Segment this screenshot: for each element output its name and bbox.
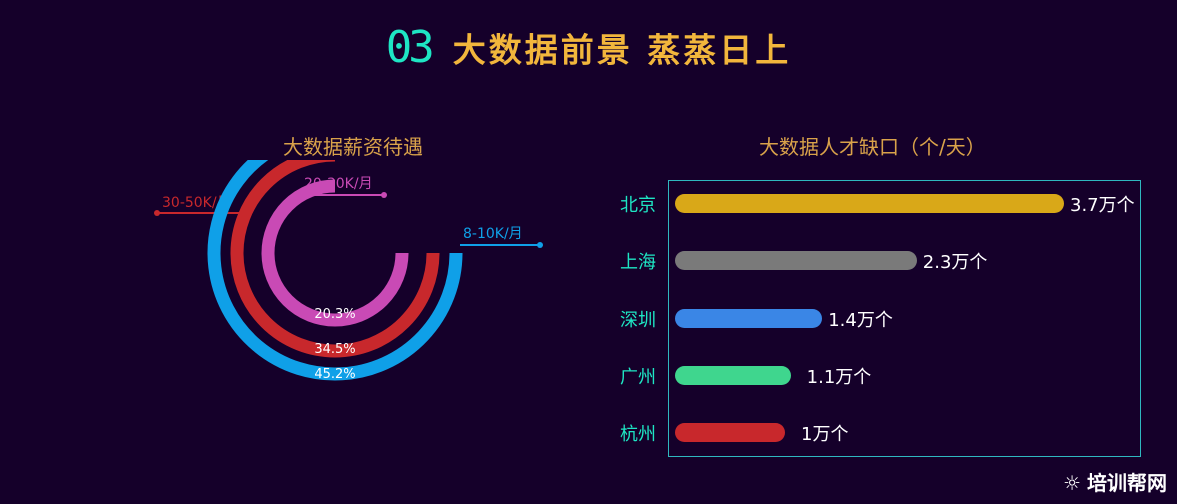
ring-arc-1 bbox=[261, 179, 409, 327]
talent-gap-chart-title: 大数据人才缺口（个/天） bbox=[759, 135, 986, 159]
page-heading: 03 大数据前景 蒸蒸日上 bbox=[0, 22, 1177, 73]
bar bbox=[675, 194, 1064, 213]
ring-value-label: 20.3% bbox=[314, 307, 355, 322]
bar bbox=[675, 423, 785, 442]
bar-category-label: 深圳 bbox=[620, 310, 656, 331]
ring-value-label: 45.2% bbox=[314, 367, 355, 382]
bar-category-label: 广州 bbox=[620, 367, 656, 388]
ring-legend-label: 20-30K/月 bbox=[304, 176, 373, 192]
salary-chart-title: 大数据薪资待遇 bbox=[283, 135, 423, 159]
salary-ring-chart: 20.3% 20-30K/月 34.5% 30-50K/月 45.2% 8-10K/月 bbox=[154, 160, 543, 382]
talent-gap-chart-frame bbox=[668, 180, 1141, 457]
watermark-text: 培训帮网 bbox=[1087, 471, 1167, 495]
bar bbox=[675, 309, 823, 328]
watermark: ☼ 培训帮网 bbox=[1063, 467, 1167, 496]
ring-value-label: 34.5% bbox=[314, 342, 355, 357]
bar-category-label: 杭州 bbox=[620, 424, 656, 445]
bar-value-label: 3.7万个 bbox=[1070, 195, 1135, 216]
bar-value-label: 2.3万个 bbox=[922, 252, 988, 273]
ring-arc-3 bbox=[207, 160, 463, 381]
bar-value-label: 1.1万个 bbox=[806, 367, 872, 388]
ring-legend-dot bbox=[381, 192, 387, 198]
ring-legend-dot bbox=[154, 210, 160, 216]
bar bbox=[675, 251, 917, 270]
bar-category-label: 上海 bbox=[620, 252, 656, 273]
bar bbox=[675, 366, 791, 385]
ring-legend-dot bbox=[537, 242, 543, 248]
ring-arc-2 bbox=[230, 160, 440, 358]
page-title: 大数据前景 蒸蒸日上 bbox=[452, 30, 792, 70]
section-number: 03 bbox=[385, 22, 435, 73]
bar-value-label: 1.4万个 bbox=[828, 310, 893, 331]
bar-category-label: 北京 bbox=[620, 195, 656, 216]
bar-value-label: 1万个 bbox=[801, 424, 849, 445]
ring-legend-label: 30-50K/月 bbox=[162, 195, 231, 211]
ring-legend-label: 8-10K/月 bbox=[463, 226, 523, 242]
sun-face-icon: ☼ bbox=[1063, 471, 1081, 495]
